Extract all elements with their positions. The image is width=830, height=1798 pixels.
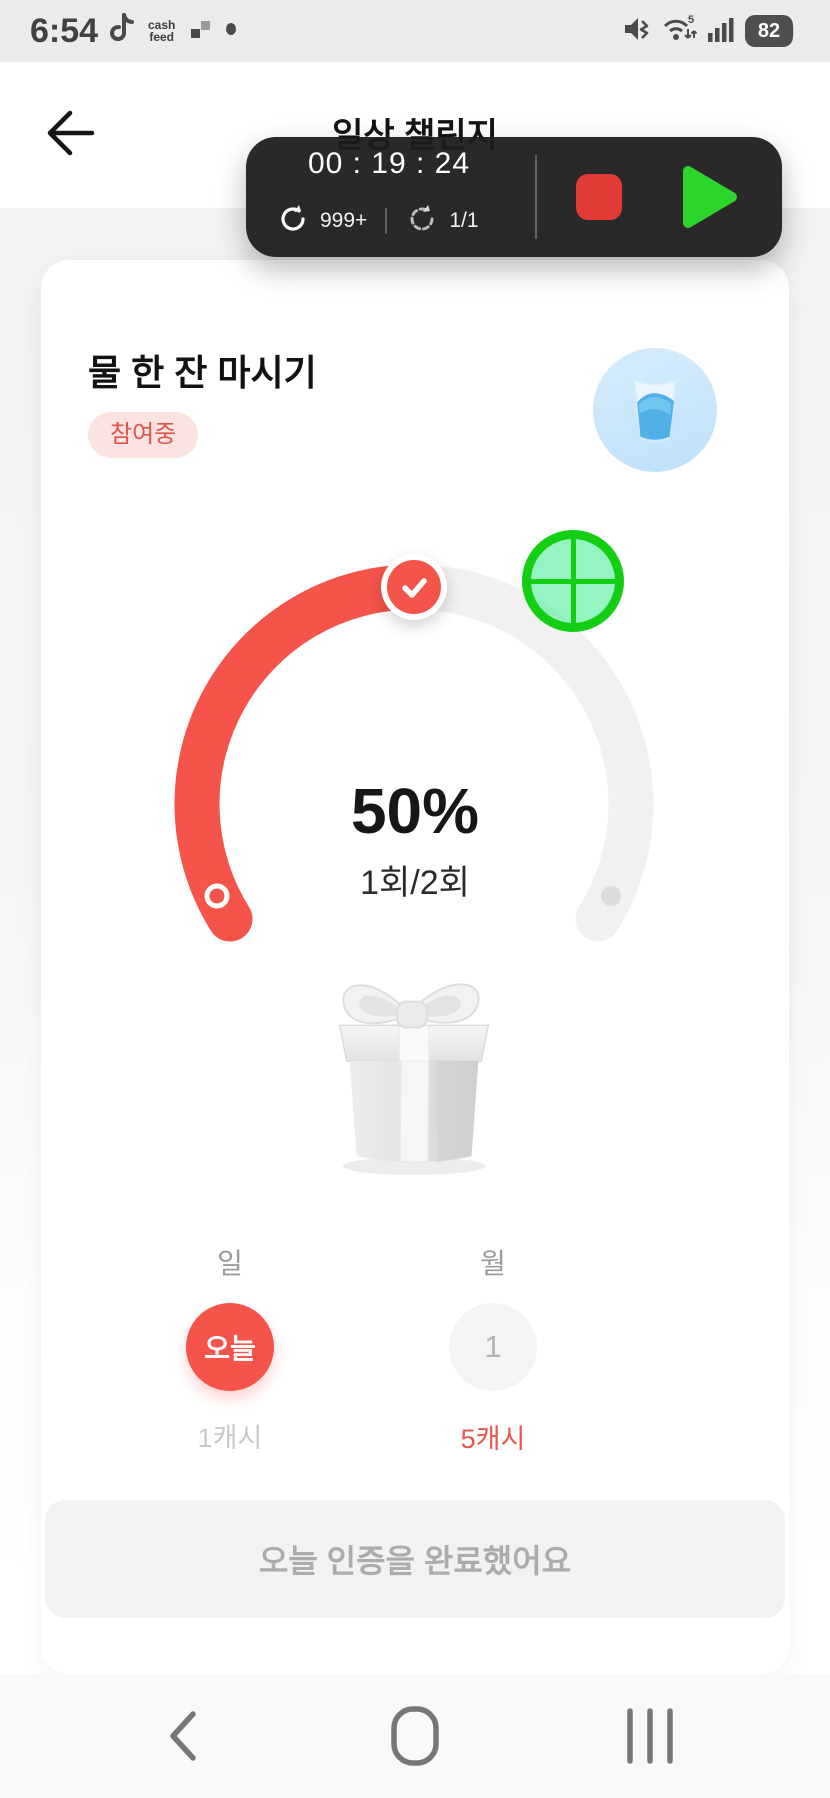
back-icon (170, 1711, 196, 1761)
crosshair-vertical (570, 539, 576, 623)
battery-indicator: 82 (745, 15, 794, 47)
repeat-counters: 999+ 1/1 (276, 203, 479, 239)
verify-complete-label: 오늘 인증을 완료했어요 (258, 1543, 572, 1579)
month-cash-label: 5캐시 (460, 1424, 526, 1454)
back-button[interactable] (38, 102, 102, 164)
cash-feed-icon: cash feed (148, 19, 175, 43)
svg-text:5: 5 (688, 14, 694, 26)
status-left-icons: cash feed (108, 12, 237, 50)
nav-home-button[interactable] (370, 1700, 460, 1772)
gift-image (310, 960, 518, 1178)
period-label-day: 일 (217, 1248, 243, 1279)
stop-button[interactable] (576, 174, 622, 220)
status-badge: 참여중 (88, 412, 199, 458)
challenge-title: 물 한 잔 마시기 (88, 352, 317, 393)
macro-timer-overlay[interactable]: 00 : 19 : 24 999+ 1/1 (246, 137, 782, 257)
status-bar: 6:54 cash feed (0, 0, 830, 62)
water-glass-icon (593, 348, 717, 472)
today-circle: 오늘 (186, 1303, 274, 1391)
counter-divider (385, 208, 388, 234)
repeat-icon (276, 204, 310, 239)
month-circle: 1 (449, 1303, 537, 1391)
status-time: 6:54 (30, 12, 99, 50)
navigation-bar (0, 1674, 830, 1798)
repeat-progress-label: 1/1 (449, 209, 479, 232)
steps-icon (189, 18, 211, 45)
wifi5-icon: 5 (661, 13, 698, 50)
gauge-percent-label: 50% (350, 775, 480, 847)
overlay-divider (535, 155, 537, 239)
back-arrow-icon (47, 110, 95, 156)
challenge-card (41, 260, 789, 1674)
signal-icon (707, 14, 735, 49)
progress-marker (381, 554, 447, 620)
nav-back-button[interactable] (138, 1700, 228, 1772)
recents-icon (627, 1708, 673, 1764)
verify-complete-button[interactable]: 오늘 인증을 완료했어요 (45, 1500, 785, 1618)
cash-feed-line1: cash (148, 18, 176, 32)
touch-indicator-overlay[interactable] (522, 530, 624, 632)
play-icon (683, 166, 737, 228)
battery-percent: 82 (745, 15, 793, 47)
gauge-count-label: 1회/2회 (360, 864, 470, 902)
home-icon (391, 1706, 439, 1766)
repeat-total-label: 999+ (320, 209, 368, 232)
nav-recents-button[interactable] (605, 1700, 695, 1772)
play-button[interactable] (680, 163, 740, 231)
status-right-icons: 5 82 (621, 13, 794, 49)
tiktok-icon (108, 12, 134, 50)
mute-icon (621, 14, 651, 49)
repeat-once-icon (405, 204, 439, 239)
dot-icon (225, 21, 237, 42)
month-circle-label: 1 (484, 1329, 502, 1364)
day-cash-label: 1캐시 (197, 1423, 263, 1453)
today-circle-label: 오늘 (204, 1333, 256, 1364)
check-icon (387, 560, 441, 614)
timer-display: 00 : 19 : 24 (307, 147, 471, 180)
period-label-month: 월 (480, 1248, 506, 1279)
cash-feed-line2: feed (149, 30, 175, 44)
